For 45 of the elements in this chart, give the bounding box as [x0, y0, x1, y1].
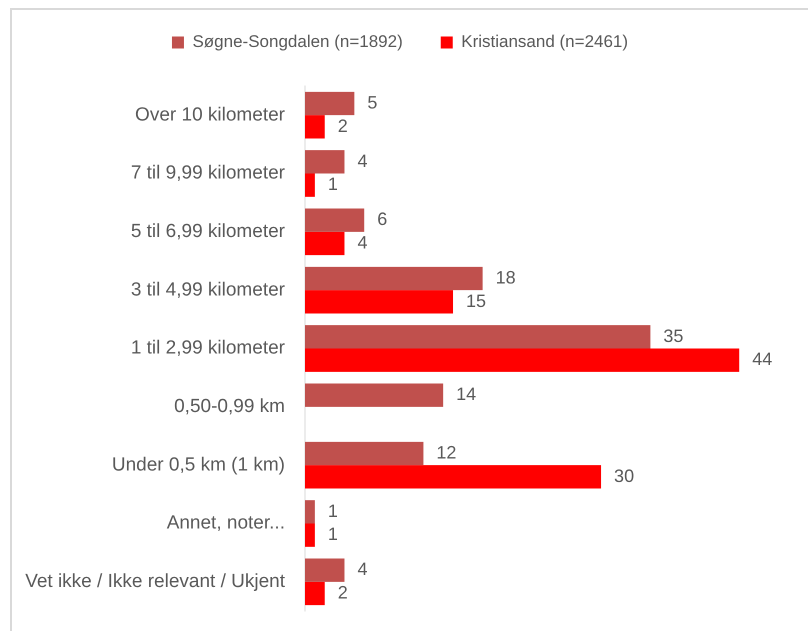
data-label: 4 [357, 232, 368, 252]
y-tick-label: 0,50-0,99 km [174, 396, 285, 418]
bar [305, 558, 344, 582]
data-label: 4 [357, 150, 368, 171]
legend-label: Kristiansand (n=2461) [461, 32, 628, 52]
data-label: 1 [328, 174, 338, 194]
bar [305, 208, 364, 232]
data-label: 1 [328, 524, 338, 544]
bar [305, 442, 424, 466]
data-label: 15 [466, 290, 486, 311]
data-label: 2 [338, 582, 348, 602]
bar [305, 290, 454, 314]
bar [305, 174, 315, 197]
data-label: 30 [614, 466, 634, 486]
data-label: 6 [377, 209, 388, 230]
data-label: 1 [328, 500, 338, 521]
y-tick-label: Annet, noter... [166, 512, 285, 534]
bar [305, 582, 325, 606]
y-tick-label: 3 til 4,99 kilometer [130, 279, 286, 300]
bar [305, 266, 483, 290]
data-label: 44 [752, 349, 772, 370]
y-tick-label: 5 til 6,99 kilometer [130, 221, 286, 242]
bar [305, 232, 344, 256]
data-label: 35 [663, 326, 684, 346]
data-label: 5 [367, 92, 378, 112]
data-label: 18 [496, 267, 516, 288]
y-tick-label: 1 til 2,99 kilometer [130, 338, 286, 359]
data-label: 14 [456, 384, 476, 404]
bar [305, 465, 602, 488]
y-tick-label: Over 10 kilometer [135, 104, 286, 126]
bar [305, 325, 650, 348]
legend-label: Søgne-Songdalen (n=1892) [192, 32, 403, 52]
bar [305, 115, 325, 138]
y-tick-label: Vet ikke / Ikke relevant / Ukjent [25, 571, 286, 592]
data-label: 2 [338, 116, 348, 136]
bar [305, 500, 315, 524]
bar [305, 150, 344, 174]
bar [305, 348, 740, 372]
bar [305, 92, 354, 116]
y-tick-label: Under 0,5 km (1 km) [112, 454, 285, 476]
data-label: 12 [436, 442, 456, 462]
y-tick-label: 7 til 9,99 kilometer [130, 162, 286, 184]
bar [305, 384, 444, 407]
bar [305, 524, 315, 547]
data-label: 4 [357, 559, 368, 580]
